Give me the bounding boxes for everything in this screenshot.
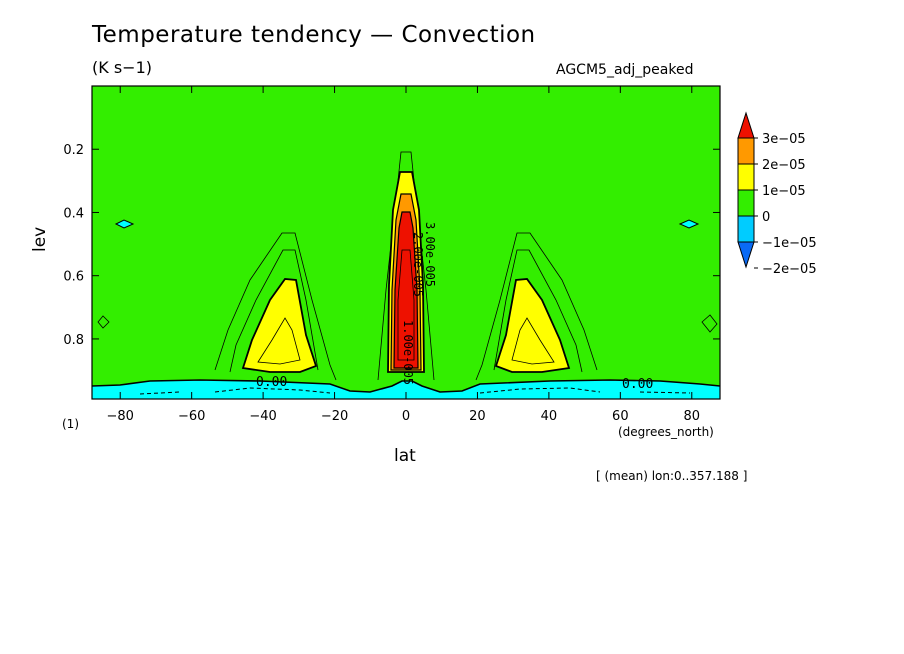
dataset-name: AGCM5_adj_peaked [556, 62, 694, 78]
x-axis-units: (degrees_north) [618, 425, 714, 439]
x-tick-label: −60 [178, 409, 205, 424]
boundary-layer-contour [92, 379, 720, 393]
y-tick-label: 0.6 [63, 270, 84, 285]
negative-dashed-contour [139, 387, 691, 395]
x-tick-label: 80 [684, 409, 701, 424]
colorbar-top-arrow [737, 111, 755, 139]
colorbar-label: −2e−05 [762, 262, 817, 277]
colorbar-segment [737, 215, 755, 243]
average-note: [ (mean) lon:0..357.188 ] [596, 469, 748, 483]
contour-label: 0.00 [622, 377, 653, 392]
y-axis-ticks: 0.2 0.4 0.6 0.8 [63, 143, 720, 348]
colorbar-segment [737, 163, 755, 191]
x-tick-label: 60 [612, 409, 629, 424]
x-tick-label: 40 [541, 409, 558, 424]
thin-contour [475, 232, 598, 381]
thin-contour [229, 249, 319, 373]
y-tick-label: 0.4 [63, 206, 84, 221]
chart-title: Temperature tendency — Convection [92, 22, 536, 48]
contour-label: 0.00 [256, 375, 287, 390]
thin-contour [377, 151, 435, 381]
thin-contour [397, 249, 415, 361]
colorbar-label: 0 [762, 210, 770, 225]
contour-label: 1.00e-005 [401, 320, 415, 385]
thin-contour [97, 315, 110, 329]
x-tick-label: −40 [249, 409, 276, 424]
thin-contour [257, 317, 301, 365]
colorbar-label: 1e−05 [762, 184, 806, 199]
colorbar-bottom-arrow [737, 241, 755, 269]
colorbar-segment [737, 137, 755, 165]
colorbar-label: −1e−05 [762, 236, 817, 251]
thin-contour [214, 232, 337, 381]
small-negative-patch [114, 219, 135, 229]
thin-contour [511, 317, 555, 365]
small-negative-patch [678, 219, 700, 229]
thin-contour [493, 249, 583, 373]
y-tick-label: 0.2 [63, 143, 84, 158]
boundary-layer-cooling [92, 380, 720, 399]
colorbar-label: 3e−05 [762, 132, 806, 147]
thin-contour [701, 314, 718, 333]
colorbar: 3e−05 2e−05 1e−05 0 −1e−05 −2e−05 [737, 111, 817, 277]
southern-yellow-region [241, 278, 318, 373]
x-tick-label: 0 [402, 409, 410, 424]
page-number: (1) [62, 417, 79, 431]
chart-units: (K s−1) [92, 58, 152, 77]
plot-area [92, 86, 720, 399]
x-tick-label: 20 [469, 409, 486, 424]
x-tick-label: −20 [321, 409, 348, 424]
northern-yellow-region [494, 278, 571, 373]
equatorial-red-region [393, 211, 419, 369]
y-tick-label: 0.8 [63, 333, 84, 348]
x-axis-label: lat [394, 446, 416, 466]
x-tick-label: −80 [107, 409, 134, 424]
x-axis-ticks: −80 −60 −40 −20 0 20 40 60 80 [107, 86, 701, 424]
colorbar-label: 2e−05 [762, 158, 806, 173]
colorbar-segment [737, 189, 755, 217]
contour-label: 2.00e-005 [411, 232, 425, 297]
contour-label: 3.00e-005 [423, 222, 437, 287]
